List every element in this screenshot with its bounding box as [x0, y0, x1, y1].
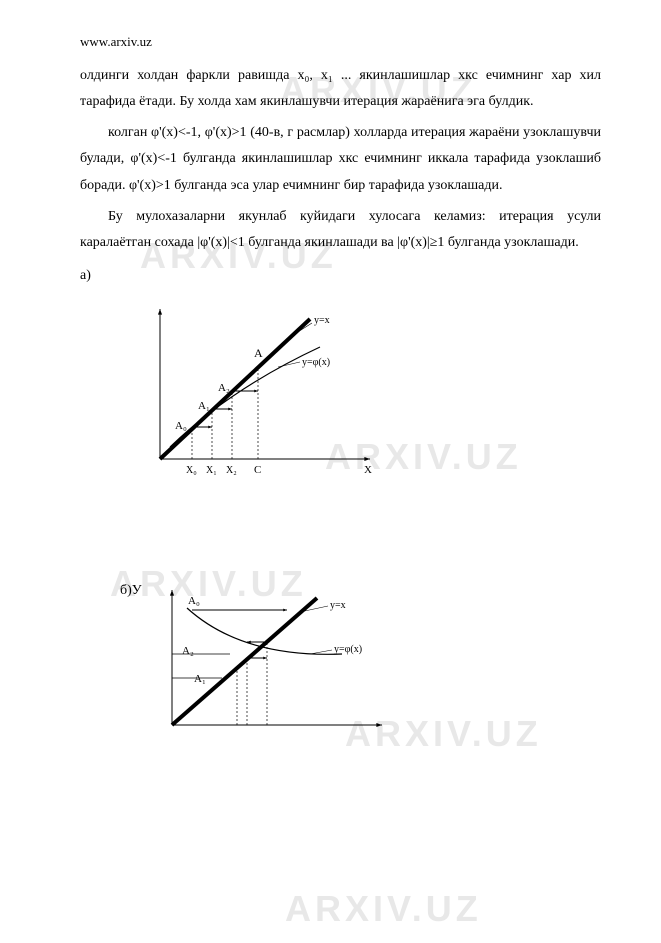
svg-text:у=φ(х): у=φ(х) — [302, 357, 330, 368]
paragraph-2: колган φ'(х)<-1, φ'(х)>1 (40-в, г расмла… — [80, 120, 601, 200]
svg-text:A₀: A₀ — [188, 595, 200, 607]
page-header: www.arxiv.uz — [80, 30, 601, 55]
watermark: ARXIV.UZ — [285, 875, 482, 943]
svg-text:X: X — [364, 464, 372, 476]
chart-b: A₀ A₂ A₁ у=х у=φ(х) — [132, 580, 392, 751]
svg-text:A: A — [254, 346, 263, 360]
figure-label-a: а) — [80, 263, 601, 290]
paragraph-1: олдинги холдан фаркли равишда х₀, х₁ ...… — [80, 63, 601, 116]
svg-text:у=х: у=х — [330, 600, 346, 611]
svg-text:у=φ(х): у=φ(х) — [334, 644, 362, 655]
svg-text:A₂: A₂ — [218, 382, 230, 394]
paragraph-3: Бу мулохазаларни якунлаб куйидаги хулоса… — [80, 204, 601, 257]
svg-text:X₁: X₁ — [206, 465, 217, 476]
svg-text:A₁: A₁ — [194, 673, 206, 685]
svg-text:A₁: A₁ — [198, 400, 210, 412]
figure-label-b: б)У — [120, 578, 142, 605]
svg-text:A₀: A₀ — [175, 420, 187, 432]
svg-text:X₂: X₂ — [226, 465, 237, 476]
svg-text:у=х: у=х — [314, 315, 330, 326]
svg-text:C: C — [254, 464, 261, 476]
chart-a: A₀ A₁ A₂ A X₀ X₁ X₂ C Xу=х у=φ(х) — [120, 299, 601, 490]
svg-text:A₂: A₂ — [182, 645, 194, 657]
svg-text:X₀: X₀ — [186, 465, 197, 476]
